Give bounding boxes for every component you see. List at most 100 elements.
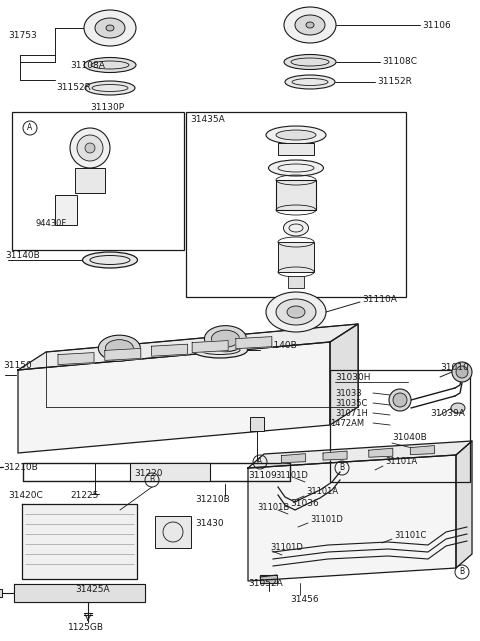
Text: B: B: [149, 476, 155, 485]
Text: 31210B: 31210B: [195, 494, 230, 503]
Ellipse shape: [389, 389, 411, 411]
Polygon shape: [260, 575, 277, 583]
Ellipse shape: [266, 292, 326, 332]
Text: 31435A: 31435A: [190, 115, 225, 124]
Ellipse shape: [95, 18, 125, 38]
Ellipse shape: [295, 15, 325, 35]
Text: 31152R: 31152R: [56, 83, 91, 92]
Bar: [278, 242, 314, 272]
Polygon shape: [105, 349, 141, 360]
Ellipse shape: [204, 326, 246, 352]
Bar: [186, 112, 406, 297]
Polygon shape: [281, 454, 305, 463]
Text: 94430F: 94430F: [35, 219, 66, 228]
Text: 31456: 31456: [290, 595, 319, 604]
Ellipse shape: [287, 306, 305, 318]
Ellipse shape: [85, 81, 135, 95]
Text: A: A: [27, 124, 33, 133]
Text: 31010: 31010: [440, 363, 469, 372]
Ellipse shape: [393, 393, 407, 407]
Polygon shape: [248, 441, 472, 468]
Text: B: B: [459, 567, 465, 576]
Ellipse shape: [284, 220, 309, 236]
Text: 31150: 31150: [3, 360, 32, 369]
Ellipse shape: [83, 252, 137, 268]
Ellipse shape: [211, 330, 240, 347]
Ellipse shape: [452, 362, 472, 382]
Bar: [276, 180, 316, 210]
Text: 31110A: 31110A: [362, 296, 397, 304]
Ellipse shape: [266, 126, 326, 144]
Text: 31039A: 31039A: [430, 408, 465, 417]
Text: 31425A: 31425A: [75, 585, 109, 594]
Ellipse shape: [284, 54, 336, 69]
Text: 31420C: 31420C: [8, 490, 43, 499]
Text: 31040B: 31040B: [392, 433, 427, 442]
Polygon shape: [192, 340, 228, 353]
Bar: [55, 195, 77, 225]
Text: 31035C: 31035C: [335, 399, 367, 408]
Text: 31130P: 31130P: [90, 103, 124, 112]
Polygon shape: [369, 448, 393, 457]
Text: 31101C: 31101C: [394, 531, 426, 540]
Ellipse shape: [77, 135, 103, 161]
Ellipse shape: [268, 160, 324, 176]
Text: B: B: [339, 463, 345, 472]
Ellipse shape: [451, 403, 465, 413]
Text: 1472AM: 1472AM: [330, 419, 364, 428]
Text: 31210B: 31210B: [3, 463, 38, 472]
Polygon shape: [248, 455, 456, 581]
Text: A: A: [257, 458, 263, 467]
Polygon shape: [456, 441, 472, 568]
Text: 31030H: 31030H: [335, 374, 371, 383]
Bar: [278, 143, 314, 155]
Ellipse shape: [284, 7, 336, 43]
Polygon shape: [323, 451, 347, 460]
Text: 31052A: 31052A: [248, 578, 283, 588]
Text: 31036: 31036: [290, 499, 319, 508]
Text: 21225: 21225: [70, 492, 98, 501]
Text: 1125GB: 1125GB: [68, 624, 104, 633]
Text: 31033: 31033: [335, 388, 361, 397]
Ellipse shape: [98, 335, 140, 361]
Bar: [288, 276, 304, 288]
Ellipse shape: [306, 22, 314, 28]
Text: 31753: 31753: [8, 31, 37, 40]
Text: 31101D: 31101D: [270, 544, 303, 553]
Bar: [330, 370, 470, 482]
Polygon shape: [330, 324, 358, 425]
Bar: [155, 516, 191, 548]
Text: 31109: 31109: [248, 470, 277, 479]
Ellipse shape: [276, 130, 316, 140]
Text: 31101D: 31101D: [275, 472, 308, 481]
Text: 31101A: 31101A: [385, 458, 417, 467]
Ellipse shape: [106, 25, 114, 31]
Bar: [12, 112, 184, 250]
Ellipse shape: [70, 128, 110, 168]
Bar: [130, 463, 210, 481]
Ellipse shape: [285, 75, 335, 89]
Polygon shape: [0, 589, 2, 597]
Polygon shape: [152, 344, 188, 356]
Polygon shape: [22, 504, 137, 579]
Text: 31140B: 31140B: [5, 251, 40, 260]
Ellipse shape: [456, 366, 468, 378]
Text: 31071H: 31071H: [335, 408, 368, 417]
Ellipse shape: [192, 342, 248, 358]
Polygon shape: [18, 324, 358, 370]
Text: 31430: 31430: [195, 519, 224, 528]
Ellipse shape: [106, 340, 133, 356]
Text: 31220: 31220: [134, 469, 163, 478]
Text: 31101B: 31101B: [257, 503, 289, 512]
Text: 31106: 31106: [422, 21, 451, 29]
Polygon shape: [410, 445, 434, 454]
Text: 31108A: 31108A: [70, 62, 105, 71]
Polygon shape: [14, 584, 145, 602]
Text: 31101D: 31101D: [310, 515, 343, 524]
Ellipse shape: [84, 58, 136, 72]
Polygon shape: [58, 353, 94, 365]
Bar: [75, 168, 105, 193]
Bar: [250, 417, 264, 431]
Ellipse shape: [276, 299, 316, 325]
Ellipse shape: [85, 143, 95, 153]
